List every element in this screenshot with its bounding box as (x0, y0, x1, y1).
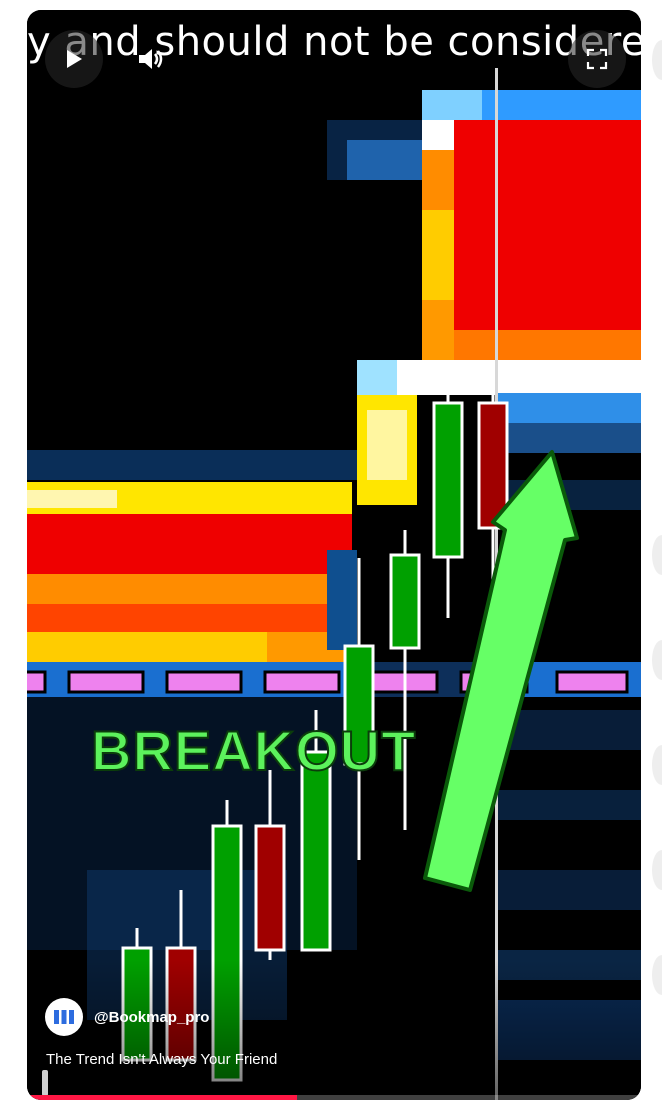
fullscreen-icon (586, 48, 608, 70)
video-frame (27, 10, 641, 1100)
shorts-video-player[interactable]: y and should not be considered s BREAKOU… (27, 10, 641, 1100)
play-icon (67, 50, 82, 68)
channel-info[interactable]: @Bookmap_pro (45, 998, 209, 1036)
side-action-button[interactable] (652, 535, 662, 575)
breakout-overlay-text: BREAKOUT (90, 718, 417, 783)
bookmap-logo-icon (54, 1010, 74, 1024)
progress-fill (27, 1095, 298, 1100)
scrubber-handle[interactable] (42, 1070, 48, 1096)
video-title[interactable]: The Trend Isn't Always Your Friend (46, 1051, 278, 1068)
video-caption: y and should not be considered s (27, 19, 641, 65)
play-button[interactable] (45, 30, 103, 88)
side-action-button[interactable] (652, 40, 662, 80)
side-action-button[interactable] (652, 955, 662, 995)
side-action-button[interactable] (652, 640, 662, 680)
side-action-button[interactable] (652, 850, 662, 890)
volume-icon[interactable] (135, 44, 165, 74)
progress-bar[interactable] (27, 1095, 641, 1100)
fullscreen-button[interactable] (568, 30, 626, 88)
side-action-button[interactable] (652, 745, 662, 785)
channel-name[interactable]: @Bookmap_pro (94, 1008, 210, 1026)
channel-avatar[interactable] (45, 998, 83, 1036)
